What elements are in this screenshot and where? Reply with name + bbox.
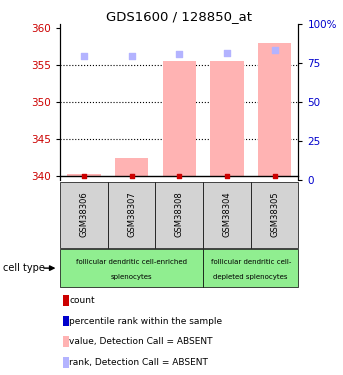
Text: count: count [69, 296, 95, 305]
Title: GDS1600 / 128850_at: GDS1600 / 128850_at [106, 10, 252, 23]
Text: follicular dendritic cell-: follicular dendritic cell- [211, 260, 291, 266]
Bar [108, 182, 155, 248]
Bar [203, 249, 298, 287]
Point [272, 173, 277, 179]
Bar [163, 62, 196, 176]
Point [224, 173, 230, 179]
Point [272, 47, 277, 53]
Text: GSM38305: GSM38305 [270, 192, 279, 237]
Bar [60, 182, 108, 248]
Point [81, 173, 86, 179]
Text: cell type: cell type [3, 263, 45, 273]
Bar [258, 43, 291, 176]
Bar [60, 249, 203, 287]
Text: value, Detection Call = ABSENT: value, Detection Call = ABSENT [69, 337, 213, 346]
Bar [251, 182, 298, 248]
Text: GSM38306: GSM38306 [79, 192, 88, 237]
Text: splenocytes: splenocytes [111, 274, 152, 280]
Bar [203, 182, 251, 248]
Text: GSM38304: GSM38304 [222, 192, 232, 237]
Point [129, 53, 134, 59]
Text: rank, Detection Call = ABSENT: rank, Detection Call = ABSENT [69, 358, 208, 367]
Text: follicular dendritic cell-enriched: follicular dendritic cell-enriched [76, 260, 187, 266]
Bar [67, 174, 100, 176]
Point [224, 50, 230, 55]
Text: percentile rank within the sample: percentile rank within the sample [69, 316, 222, 326]
Bar [115, 158, 148, 176]
Point [177, 51, 182, 57]
Bar [155, 182, 203, 248]
Point [177, 173, 182, 179]
Text: depleted splenocytes: depleted splenocytes [213, 274, 288, 280]
Bar [210, 62, 244, 176]
Text: GSM38307: GSM38307 [127, 192, 136, 237]
Text: GSM38308: GSM38308 [175, 192, 184, 237]
Point [129, 173, 134, 179]
Point [81, 53, 86, 59]
